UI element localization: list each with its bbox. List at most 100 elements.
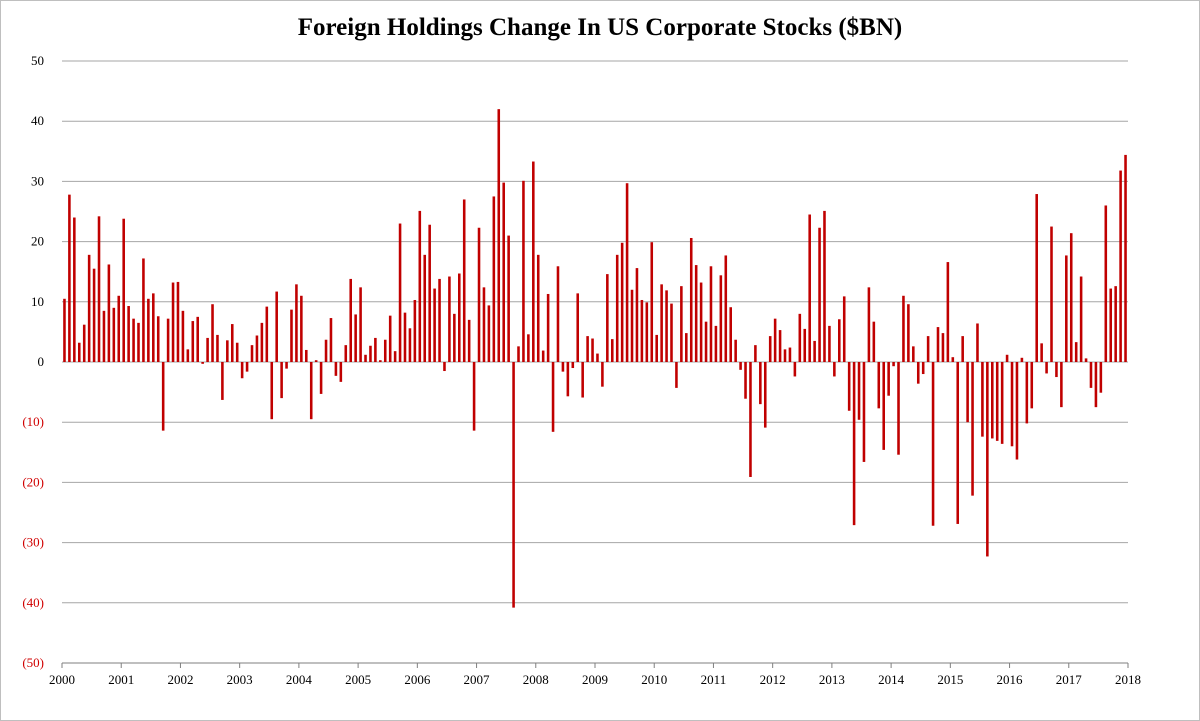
bar <box>1109 288 1113 362</box>
bar <box>808 214 811 362</box>
bar <box>981 362 984 437</box>
bar <box>976 323 979 362</box>
bar <box>571 362 575 369</box>
bar <box>852 362 856 526</box>
bar <box>458 273 461 362</box>
bar <box>773 318 777 362</box>
bar <box>339 362 343 382</box>
bar <box>902 295 905 362</box>
bar <box>1000 362 1004 444</box>
bar <box>1005 354 1009 362</box>
bar <box>912 346 915 362</box>
bar <box>300 295 303 362</box>
bar <box>670 303 673 362</box>
bar <box>966 362 969 423</box>
bar <box>991 362 994 439</box>
bar <box>275 291 278 362</box>
bar <box>1069 233 1073 362</box>
bar <box>798 313 802 362</box>
bar <box>620 242 624 362</box>
gridlines <box>62 60 1128 604</box>
bar <box>699 282 703 362</box>
x-axis-labels: 2000 2001 2002 2003 2004 2005 2006 2007 2008 2009… <box>49 672 1141 687</box>
bar <box>265 306 269 362</box>
bar <box>897 362 900 455</box>
bar <box>936 327 940 362</box>
y-tick-label: (40) <box>22 595 44 610</box>
bar <box>388 315 392 362</box>
bar <box>443 362 446 372</box>
bar <box>369 345 372 362</box>
bar <box>556 266 560 362</box>
bar <box>551 362 555 432</box>
bar <box>941 333 945 362</box>
x-tick-label: 2018 <box>1115 672 1141 687</box>
bar <box>1084 358 1088 362</box>
bar <box>379 360 382 362</box>
bar <box>73 217 76 362</box>
bar <box>137 322 140 362</box>
bar <box>82 324 86 362</box>
bar <box>285 362 288 369</box>
bar <box>77 342 81 362</box>
bar <box>295 284 298 362</box>
y-tick-label: 0 <box>38 354 45 369</box>
bar <box>240 362 244 379</box>
bar <box>566 362 570 397</box>
bar <box>413 299 417 362</box>
bar <box>1089 362 1093 388</box>
bar <box>132 318 135 362</box>
bar <box>956 362 960 524</box>
bar <box>122 218 125 362</box>
bar <box>995 362 999 441</box>
bar <box>152 293 155 362</box>
bar <box>640 299 644 362</box>
bar <box>477 227 481 362</box>
bar <box>403 312 407 362</box>
bar <box>596 353 599 362</box>
bar <box>887 362 890 396</box>
bar <box>472 362 476 431</box>
bar <box>704 321 708 362</box>
bar <box>1040 343 1043 362</box>
bar <box>536 254 540 362</box>
bar <box>842 296 846 362</box>
bar <box>576 293 580 362</box>
bar <box>1030 362 1034 409</box>
bar <box>877 362 881 409</box>
bar <box>714 325 718 362</box>
bar <box>951 357 955 362</box>
bar <box>1015 362 1019 460</box>
bar <box>166 318 170 362</box>
bar <box>349 278 352 362</box>
bar <box>142 258 145 362</box>
bar <box>1010 362 1014 447</box>
bar <box>176 281 180 362</box>
bar <box>946 262 950 362</box>
bar <box>921 362 925 375</box>
bar <box>87 254 91 362</box>
bar <box>502 182 505 362</box>
x-tick-label: 2001 <box>108 672 134 687</box>
bar <box>364 354 367 362</box>
bar <box>512 362 515 608</box>
bar <box>147 298 150 362</box>
bar <box>161 362 165 431</box>
bar <box>685 333 688 362</box>
bar <box>828 325 831 362</box>
y-tick-label: (50) <box>22 655 44 670</box>
y-tick-label: 10 <box>31 294 44 309</box>
bar <box>1020 357 1024 362</box>
bar <box>250 345 254 362</box>
bar <box>487 305 491 362</box>
bar <box>260 322 264 362</box>
bar <box>329 318 333 362</box>
bar <box>482 287 486 362</box>
bar <box>423 254 427 362</box>
bar <box>724 255 728 362</box>
bar <box>374 337 377 362</box>
bar <box>438 278 441 362</box>
y-tick-label: (10) <box>22 414 44 429</box>
bar <box>916 362 920 384</box>
bar <box>527 334 530 362</box>
